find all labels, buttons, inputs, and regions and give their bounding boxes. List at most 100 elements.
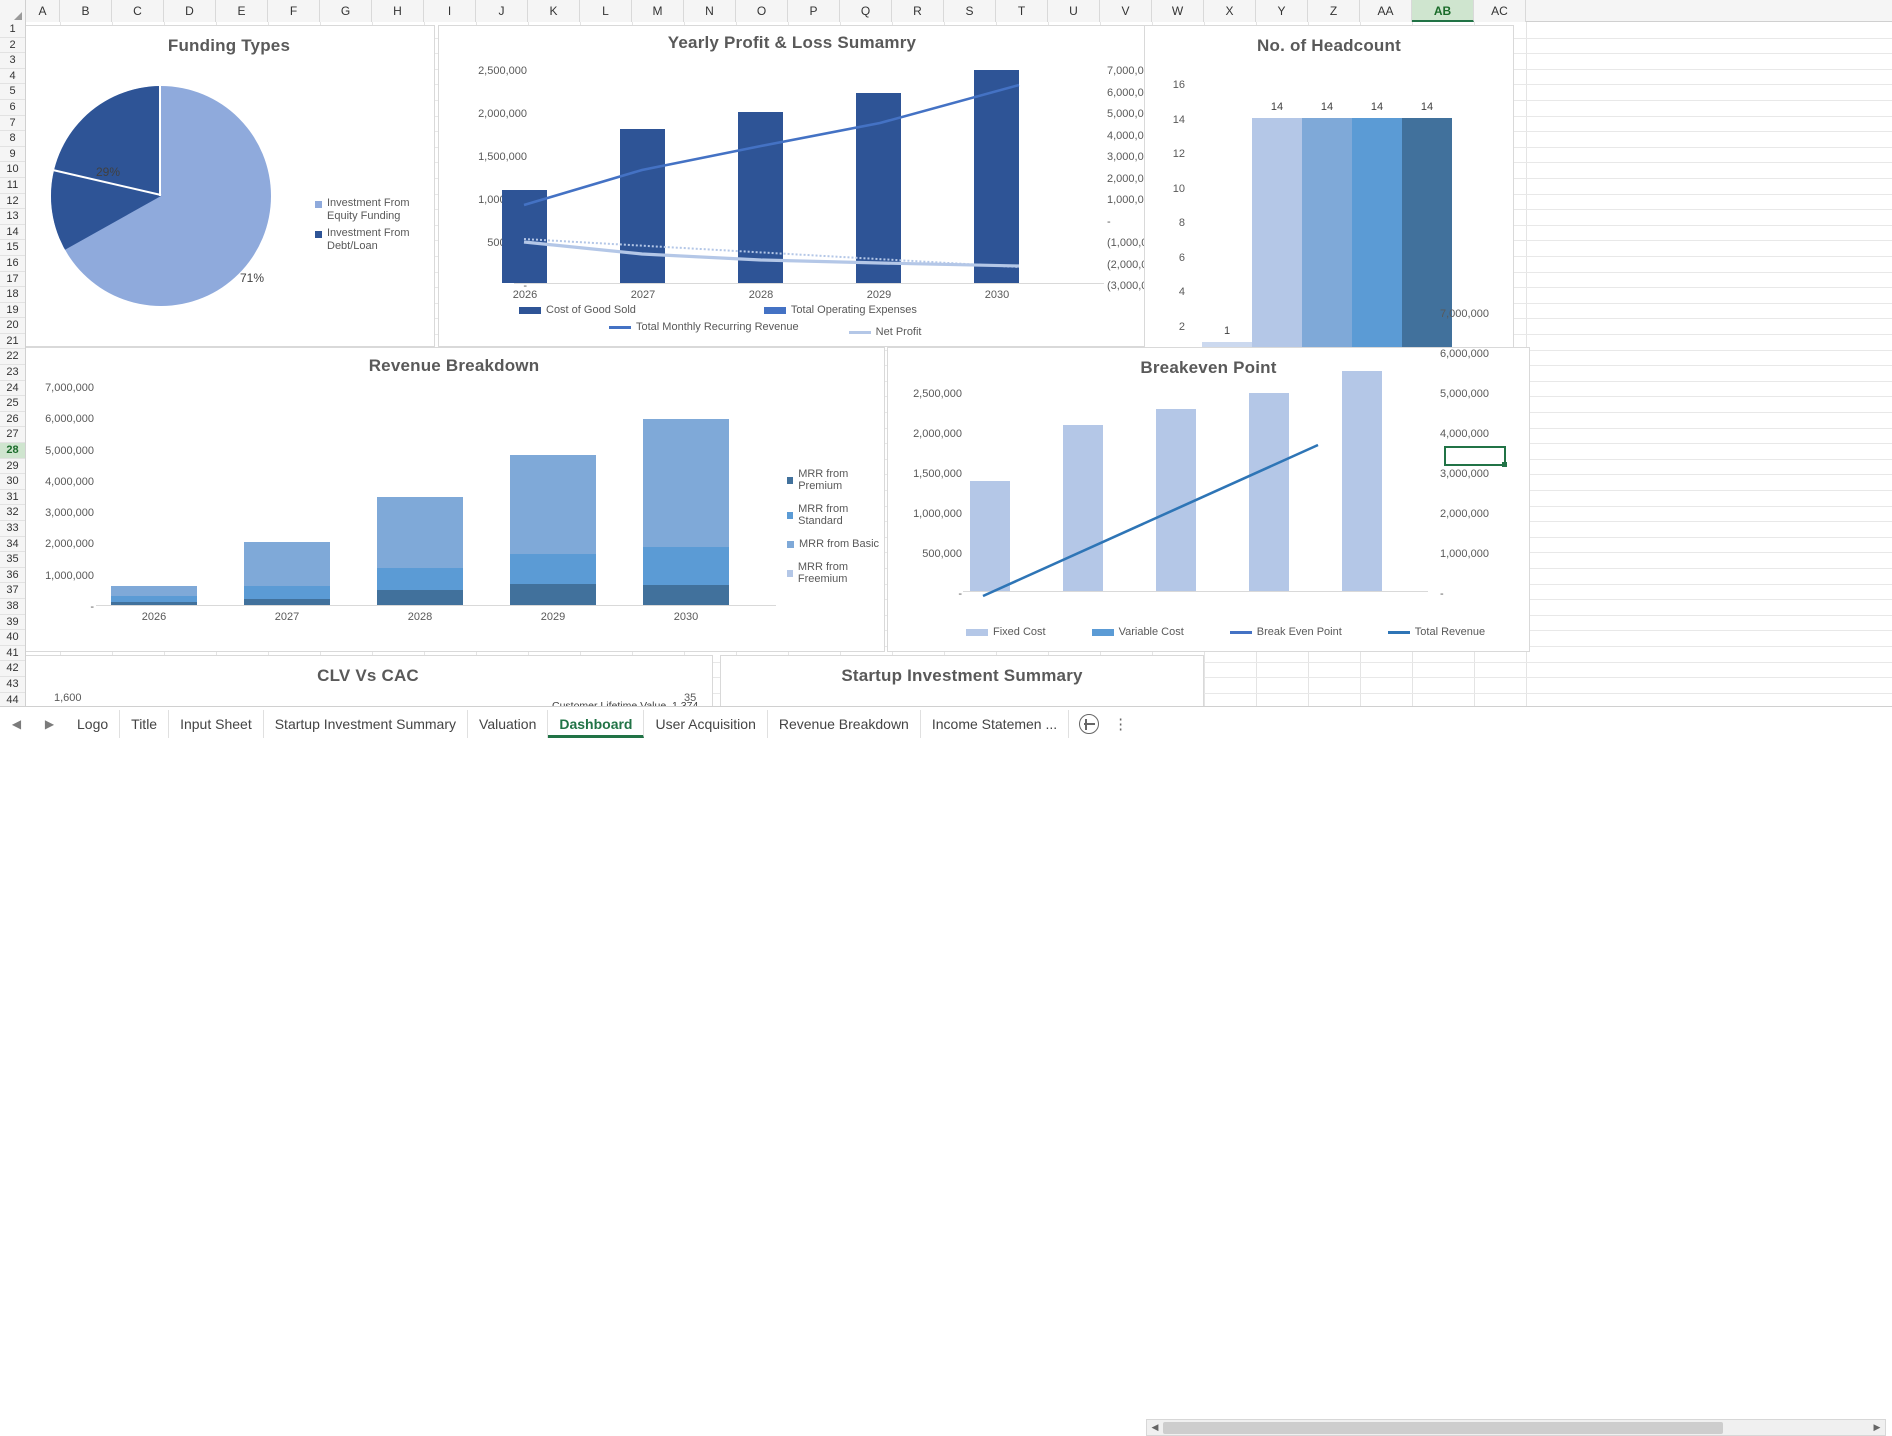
row-header-37[interactable]: 37 bbox=[0, 583, 25, 599]
breakeven-bar-1[interactable] bbox=[1063, 425, 1103, 591]
chart-clv-vs-cac[interactable]: CLV Vs CAC 1,600 1,400 35 30 Customer Li… bbox=[26, 655, 713, 706]
sheet-tab-strip[interactable]: ◀ ▶ Logo Title Input Sheet Startup Investme… bbox=[0, 709, 1129, 739]
legend-item-mrr-from-basic[interactable]: MRR from Basic bbox=[787, 538, 884, 550]
sheet-tab-logo[interactable]: Logo bbox=[66, 710, 121, 738]
chart-yearly-profit-loss[interactable]: Yearly Profit & Loss Sumamry -500,0001,0… bbox=[438, 25, 1163, 360]
worksheet-grid[interactable]: Funding Types 29% 71% Investment From Eq… bbox=[26, 22, 1892, 706]
sheet-tab-title[interactable]: Title bbox=[120, 710, 170, 738]
revbreak-segment-mrr-from-standard-1[interactable] bbox=[244, 585, 330, 600]
row-header-32[interactable]: 32 bbox=[0, 505, 25, 521]
sheet-tab-input-sheet[interactable]: Input Sheet bbox=[169, 710, 264, 738]
column-header-t[interactable]: T bbox=[996, 0, 1048, 22]
row-header-28[interactable]: 28 bbox=[0, 443, 25, 459]
revbreak-segment-mrr-from-standard-2[interactable] bbox=[377, 568, 463, 591]
row-header-12[interactable]: 12 bbox=[0, 193, 25, 210]
column-header-k[interactable]: K bbox=[528, 0, 580, 22]
legend-item-equity[interactable]: Investment From Equity Funding bbox=[315, 197, 427, 223]
row-header-38[interactable]: 38 bbox=[0, 598, 25, 615]
legend-item-netprofit[interactable]: Net Profit bbox=[848, 326, 922, 338]
row-header-40[interactable]: 40 bbox=[0, 630, 25, 646]
column-header-h[interactable]: H bbox=[372, 0, 424, 22]
ypl-bar-3[interactable] bbox=[856, 93, 901, 283]
revbreak-segment-mrr-from-basic-1[interactable] bbox=[244, 542, 330, 586]
column-header-f[interactable]: F bbox=[268, 0, 320, 22]
column-header-o[interactable]: O bbox=[736, 0, 788, 22]
column-header-q[interactable]: Q bbox=[840, 0, 892, 22]
row-header-1[interactable]: 1 bbox=[0, 22, 25, 38]
column-header-s[interactable]: S bbox=[944, 0, 996, 22]
scroll-left-icon[interactable]: ◀ bbox=[1151, 1422, 1159, 1432]
breakeven-bar-3[interactable] bbox=[1249, 393, 1289, 591]
row-header-35[interactable]: 35 bbox=[0, 552, 25, 568]
legend-item-fixed-cost[interactable]: Fixed Cost bbox=[966, 626, 1046, 638]
row-header-30[interactable]: 30 bbox=[0, 474, 25, 490]
revbreak-segment-mrr-from-basic-3[interactable] bbox=[510, 454, 596, 555]
revbreak-segment-mrr-from-premium-1[interactable] bbox=[244, 599, 330, 605]
headcount-bar-3[interactable] bbox=[1352, 117, 1402, 359]
chart-revenue-breakdown[interactable]: Revenue Breakdown - 1,000,000 2,000,000 3,0… bbox=[26, 347, 885, 652]
revbreak-segment-mrr-from-premium-3[interactable] bbox=[510, 584, 596, 605]
sheet-overflow-icon[interactable]: ⋮ bbox=[1113, 716, 1130, 733]
column-header-y[interactable]: Y bbox=[1256, 0, 1308, 22]
revbreak-segment-mrr-from-basic-0[interactable] bbox=[111, 585, 197, 596]
row-header-43[interactable]: 43 bbox=[0, 676, 25, 693]
revbreak-segment-mrr-from-basic-2[interactable] bbox=[377, 497, 463, 569]
legend-revenue-breakdown[interactable]: MRR from Premium MRR from Standard MRR fro… bbox=[787, 468, 884, 596]
row-header-4[interactable]: 4 bbox=[0, 68, 25, 85]
legend-item-total-revenue[interactable]: Total Revenue bbox=[1387, 626, 1485, 638]
revbreak-segment-mrr-from-standard-0[interactable] bbox=[111, 595, 197, 602]
legend-item-mrr[interactable]: Total Monthly Recurring Revenue bbox=[609, 321, 799, 333]
sheet-nav-arrows[interactable]: ◀ ▶ bbox=[0, 717, 66, 731]
revbreak-segment-mrr-from-standard-3[interactable] bbox=[510, 554, 596, 585]
legend-item-variable-cost[interactable]: Variable Cost bbox=[1091, 626, 1184, 638]
headcount-bar-4[interactable] bbox=[1402, 117, 1452, 359]
row-header-2[interactable]: 2 bbox=[0, 37, 25, 54]
column-header-ac[interactable]: AC bbox=[1474, 0, 1526, 22]
column-header-r[interactable]: R bbox=[892, 0, 944, 22]
column-header-i[interactable]: I bbox=[424, 0, 476, 22]
scroll-right-icon[interactable]: ▶ bbox=[1873, 1422, 1881, 1432]
column-header-aa[interactable]: AA bbox=[1360, 0, 1412, 22]
legend-breakeven[interactable]: Fixed Cost Variable Cost Break Even Poin… bbox=[966, 626, 1526, 638]
row-header-7[interactable]: 7 bbox=[0, 115, 25, 132]
row-header-3[interactable]: 3 bbox=[0, 53, 25, 69]
column-header-x[interactable]: X bbox=[1204, 0, 1256, 22]
legend-item-mrr-from-standard[interactable]: MRR from Standard bbox=[787, 503, 884, 527]
column-header-v[interactable]: V bbox=[1100, 0, 1152, 22]
nav-next-sheet-icon[interactable]: ▶ bbox=[44, 717, 55, 731]
column-header-w[interactable]: W bbox=[1152, 0, 1204, 22]
row-header-13[interactable]: 13 bbox=[0, 209, 25, 225]
row-header-31[interactable]: 31 bbox=[0, 489, 25, 506]
headcount-bar-2[interactable] bbox=[1302, 117, 1352, 359]
row-header-8[interactable]: 8 bbox=[0, 131, 25, 147]
row-header-27[interactable]: 27 bbox=[0, 427, 25, 444]
chart-breakeven-point[interactable]: Breakeven Point - 500,000 1,000,000 1,500,0… bbox=[887, 308, 1530, 652]
legend-yearly-profit-loss[interactable]: Cost of Good Sold Total Operating Expens… bbox=[519, 304, 1139, 360]
column-header-a[interactable]: A bbox=[26, 0, 60, 22]
revbreak-segment-mrr-from-standard-4[interactable] bbox=[643, 547, 729, 586]
add-sheet-button[interactable] bbox=[1079, 714, 1100, 734]
row-header-41[interactable]: 41 bbox=[0, 645, 25, 662]
column-header-l[interactable]: L bbox=[580, 0, 632, 22]
column-header-d[interactable]: D bbox=[164, 0, 216, 22]
row-header-17[interactable]: 17 bbox=[0, 271, 25, 288]
legend-item-mrr-from-freemium[interactable]: MRR from Freemium bbox=[787, 561, 884, 585]
legend-item-break-even-point[interactable]: Break Even Point bbox=[1229, 626, 1342, 638]
column-header-g[interactable]: G bbox=[320, 0, 372, 22]
breakeven-bar-2[interactable] bbox=[1156, 409, 1196, 591]
revbreak-segment-mrr-from-premium-0[interactable] bbox=[111, 601, 197, 605]
row-header-26[interactable]: 26 bbox=[0, 411, 25, 428]
row-header-5[interactable]: 5 bbox=[0, 84, 25, 100]
column-header-z[interactable]: Z bbox=[1308, 0, 1360, 22]
column-header-e[interactable]: E bbox=[216, 0, 268, 22]
ypl-bar-4[interactable] bbox=[974, 70, 1019, 283]
legend-item-cogs[interactable]: Cost of Good Sold bbox=[519, 304, 636, 316]
revbreak-segment-mrr-from-premium-4[interactable] bbox=[643, 585, 729, 605]
chart-funding-types[interactable]: Funding Types 29% 71% Investment From Eq… bbox=[26, 25, 435, 347]
horizontal-scroll-thumb[interactable] bbox=[1163, 1422, 1723, 1434]
selected-cell-AB28[interactable] bbox=[1444, 446, 1507, 467]
column-header-j[interactable]: J bbox=[476, 0, 528, 22]
row-header-19[interactable]: 19 bbox=[0, 302, 25, 319]
ypl-bar-2[interactable] bbox=[738, 112, 783, 283]
legend-item-debt[interactable]: Investment From Debt/Loan bbox=[315, 227, 437, 253]
